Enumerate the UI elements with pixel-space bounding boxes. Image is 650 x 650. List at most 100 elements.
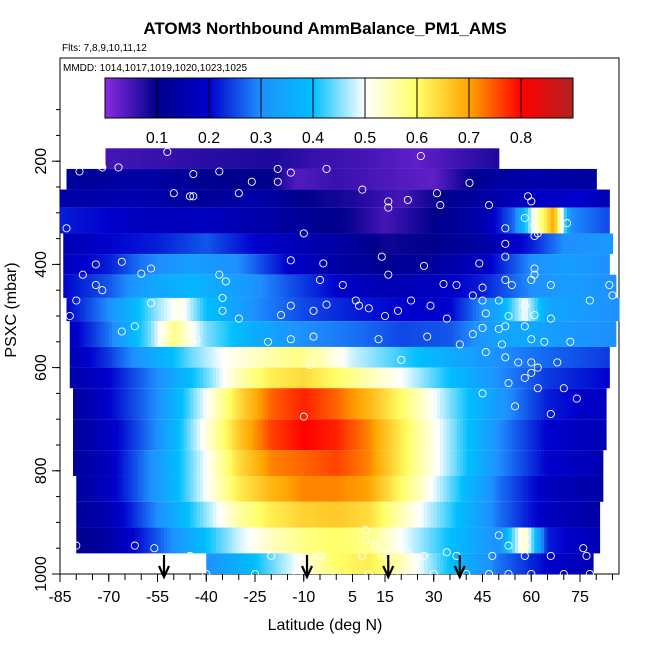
heatmap-cell (498, 297, 503, 322)
heatmap-cell (359, 233, 363, 255)
sample-point (481, 309, 490, 318)
heatmap-cell (121, 346, 126, 368)
heatmap-cell (479, 207, 484, 234)
heatmap-cell (557, 254, 562, 275)
heatmap-cell (138, 475, 142, 502)
heatmap-cell (440, 254, 445, 275)
heatmap-cell (456, 274, 461, 298)
heatmap-cell (242, 419, 246, 451)
heatmap-cell (541, 450, 545, 476)
heatmap-cell (274, 501, 279, 528)
heatmap-cell (502, 501, 506, 528)
heatmap-cell (391, 148, 396, 169)
heatmap-cell (576, 189, 581, 208)
heatmap-cell (284, 346, 289, 368)
heatmap-cell (339, 419, 344, 451)
heatmap-cell (453, 450, 458, 476)
heatmap-cell (229, 189, 233, 208)
heatmap-cell (121, 388, 126, 420)
heatmap-cell (511, 233, 516, 255)
heatmap-cell (352, 501, 357, 528)
heatmap-cell (372, 346, 376, 368)
heatmap-cell (385, 207, 389, 234)
heatmap-cell (222, 233, 227, 255)
heatmap-cell (359, 527, 363, 554)
heatmap-cell (307, 388, 311, 420)
heatmap-cell (524, 168, 529, 190)
heatmap-cell (115, 419, 120, 451)
heatmap-cell (326, 388, 331, 420)
heatmap-cell (320, 168, 324, 190)
heatmap-cell (147, 233, 152, 255)
heatmap-cell (450, 148, 454, 169)
heatmap-cell (453, 274, 458, 298)
heatmap-cell (495, 254, 500, 275)
heatmap-cell (583, 501, 588, 528)
heatmap-cell (437, 367, 441, 389)
heatmap-cell (511, 168, 516, 190)
heatmap-cell (472, 254, 477, 275)
heatmap-cell (290, 367, 295, 389)
heatmap-cell (281, 475, 285, 502)
heatmap-cell (261, 346, 266, 368)
heatmap-cell (89, 274, 94, 298)
heatmap-cell (313, 553, 318, 574)
heatmap-cell (300, 168, 305, 190)
heatmap-cell (287, 553, 292, 574)
heatmap-cell (420, 388, 425, 420)
heatmap-cell (209, 254, 214, 275)
heatmap-cell (446, 297, 451, 322)
heatmap-cell (563, 527, 568, 554)
heatmap-cell (589, 321, 594, 347)
heatmap-cell (125, 321, 129, 347)
heatmap-cell (502, 189, 506, 208)
heatmap-cell (89, 297, 94, 322)
sample-point (478, 283, 487, 292)
heatmap-cell (378, 388, 383, 420)
heatmap-cell (570, 189, 575, 208)
heatmap-cell (316, 346, 321, 368)
heatmap-cell (284, 527, 289, 554)
heatmap-cell (446, 475, 451, 502)
heatmap-cell (388, 321, 393, 347)
heatmap-cell (580, 501, 584, 528)
heatmap-cell (112, 388, 116, 420)
heatmap-cell (401, 168, 406, 190)
heatmap-cell (381, 207, 386, 234)
heatmap-cell (505, 501, 510, 528)
heatmap-cell (105, 254, 110, 275)
heatmap-cell (394, 388, 399, 420)
heatmap-cell (177, 475, 181, 502)
heatmap-cell (557, 501, 562, 528)
heatmap-cell (531, 297, 536, 322)
heatmap-cell (212, 321, 217, 347)
heatmap-cell (388, 450, 393, 476)
heatmap-cell (505, 189, 510, 208)
heatmap-cell (251, 388, 256, 420)
heatmap-cell (76, 475, 81, 502)
heatmap-cell (537, 189, 542, 208)
heatmap-cell (245, 527, 250, 554)
heatmap-cell (170, 346, 175, 368)
heatmap-cell (368, 388, 373, 420)
heatmap-cell (359, 346, 363, 368)
heatmap-cell (602, 388, 607, 420)
heatmap-cell (186, 527, 191, 554)
heatmap-cell (495, 346, 500, 368)
heatmap-cell (248, 207, 253, 234)
heatmap-cell (612, 321, 617, 347)
heatmap-cell (407, 388, 412, 420)
sample-point (286, 301, 295, 310)
heatmap-cell (365, 553, 370, 574)
heatmap-cell (489, 274, 493, 298)
heatmap-cell (463, 553, 467, 574)
heatmap-cell (164, 233, 168, 255)
heatmap-cell (508, 367, 513, 389)
heatmap-cell (144, 346, 149, 368)
heatmap-cell (482, 254, 487, 275)
heatmap-cell (531, 527, 536, 554)
heatmap-cell (407, 527, 412, 554)
heatmap-cell (349, 254, 354, 275)
heatmap-cell (511, 553, 516, 574)
heatmap-cell (531, 321, 536, 347)
